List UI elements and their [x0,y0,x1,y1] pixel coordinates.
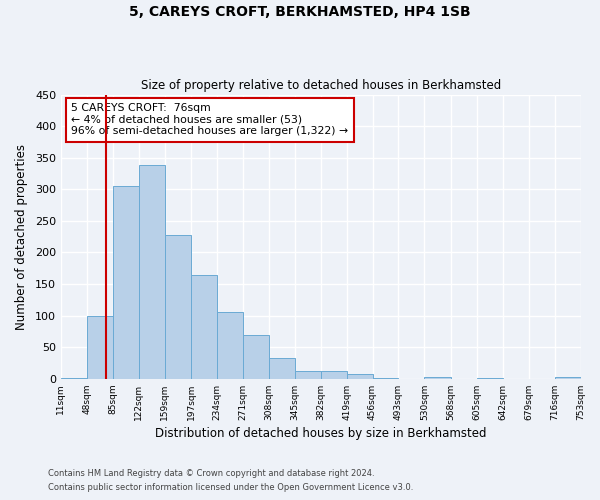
Bar [61,378,87,379]
Bar [113,186,139,379]
Bar [554,377,581,379]
Bar [191,274,217,379]
Text: Contains HM Land Registry data © Crown copyright and database right 2024.: Contains HM Land Registry data © Crown c… [48,468,374,477]
Bar [243,334,269,379]
Title: Size of property relative to detached houses in Berkhamsted: Size of property relative to detached ho… [140,79,501,92]
Bar [269,358,295,379]
Bar [321,371,347,379]
Text: 5, CAREYS CROFT, BERKHAMSTED, HP4 1SB: 5, CAREYS CROFT, BERKHAMSTED, HP4 1SB [129,5,471,19]
Bar [295,371,321,379]
Bar [164,235,191,379]
Text: 5 CAREYS CROFT:  76sqm
← 4% of detached houses are smaller (53)
96% of semi-deta: 5 CAREYS CROFT: 76sqm ← 4% of detached h… [71,103,349,136]
X-axis label: Distribution of detached houses by size in Berkhamsted: Distribution of detached houses by size … [155,427,487,440]
Bar [477,378,503,379]
Bar [347,374,373,379]
Bar [424,377,451,379]
Text: Contains public sector information licensed under the Open Government Licence v3: Contains public sector information licen… [48,484,413,492]
Y-axis label: Number of detached properties: Number of detached properties [15,144,28,330]
Bar [87,316,113,379]
Bar [139,166,164,379]
Bar [217,312,243,379]
Bar [373,378,398,379]
